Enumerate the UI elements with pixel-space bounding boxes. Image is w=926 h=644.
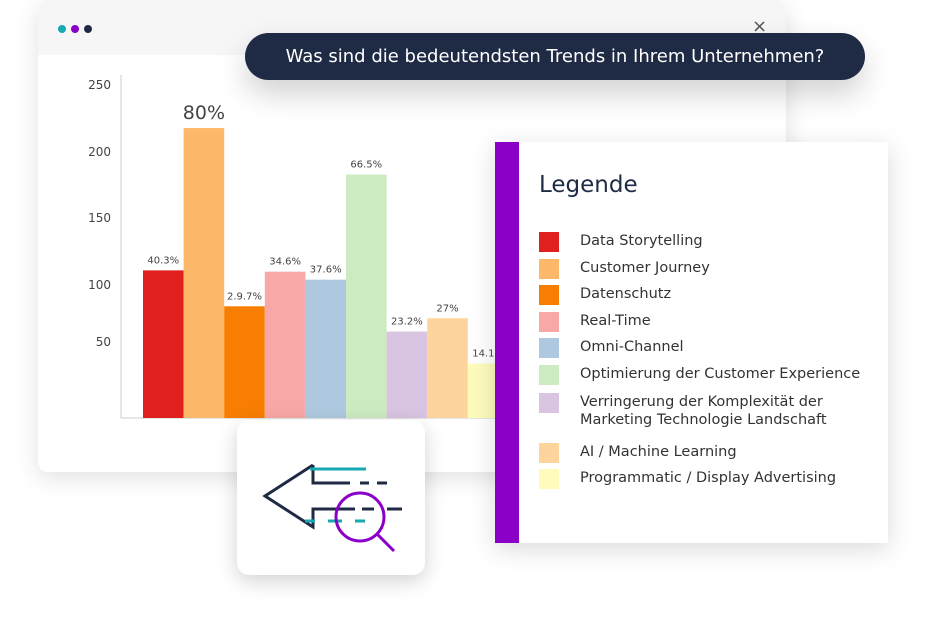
y-tick-label: 150 (88, 211, 111, 225)
data-label: 23.2% (391, 317, 423, 328)
legend-label: Datenschutz (580, 286, 672, 302)
data-label: 66.5% (350, 160, 382, 171)
legend-label: Programmatic / Display Advertising (580, 470, 837, 486)
bar (264, 271, 306, 418)
legend-swatch (539, 311, 559, 332)
bar (346, 174, 387, 418)
bar (183, 128, 225, 418)
legend-label: Real-Time (580, 312, 651, 329)
legend-label: Verringerung der Komplexität der Marketi… (580, 393, 827, 428)
legend-label: Omni-Channel (580, 339, 684, 355)
y-tick-label: 50 (96, 335, 111, 349)
legend-item: Programmatic / Display Advertising (539, 469, 880, 489)
data-label: 34.6% (269, 257, 301, 268)
question-bubble: Was sind die bedeutendsten Trends in Ihr… (245, 33, 865, 80)
bar (305, 279, 346, 418)
window-dot-teal (58, 25, 66, 33)
legend-panel: Legende Data Storytelling Customer Journe… (495, 142, 888, 543)
y-tick-label: 200 (88, 145, 111, 159)
y-tick-label: 100 (88, 278, 111, 292)
data-label: 37.6% (310, 265, 342, 276)
legend-swatch (539, 285, 559, 305)
legend-item: AI / Machine Learning (539, 442, 880, 463)
legend-swatch (539, 392, 559, 413)
legend-swatch (539, 258, 559, 279)
bar-chart: 50 100 150 200 250 40.3% 80% 2.9.7% 34.6% 37.6% 66… (88, 75, 786, 419)
legend-swatch (539, 232, 559, 252)
data-label: 27% (436, 303, 458, 314)
legend-swatch (539, 364, 559, 385)
window-dot-navy (84, 25, 92, 33)
legend-title: Legende (539, 172, 638, 198)
legend-accent-bar (495, 142, 519, 543)
legend-item: Datenschutz (539, 285, 880, 305)
y-tick-label: 250 (88, 78, 111, 92)
bar (386, 331, 428, 418)
legend-item: Verringerung der Komplexität der Marketi… (539, 392, 880, 429)
legend-item: Customer Journey (539, 258, 880, 279)
bar (427, 318, 468, 418)
legend-label: Customer Journey (580, 259, 710, 276)
legend-item: Omni-Channel (539, 338, 880, 358)
legend-item: Data Storytelling (539, 232, 880, 252)
data-label: 14.1% (472, 348, 504, 359)
bar (143, 270, 184, 418)
legend-item: Real-Time (539, 311, 880, 332)
window-dot-purple (71, 25, 79, 33)
data-label: 2.9.7% (227, 291, 262, 302)
legend-label: AI / Machine Learning (580, 443, 737, 460)
legend-label: Data Storytelling (580, 233, 703, 249)
close-icon[interactable]: × (752, 16, 768, 37)
legend-swatch (539, 469, 559, 489)
legend-swatch (539, 442, 559, 463)
arrow-left-search-icon (262, 463, 402, 553)
bar (224, 306, 265, 418)
data-label: 80% (183, 102, 225, 124)
legend-item: Optimierung der Customer Experience (539, 364, 880, 385)
data-label: 40.3% (147, 255, 179, 266)
icon-card (237, 420, 425, 575)
legend-label: Optimierung der Customer Experience (580, 365, 861, 382)
legend-swatch (539, 338, 559, 358)
